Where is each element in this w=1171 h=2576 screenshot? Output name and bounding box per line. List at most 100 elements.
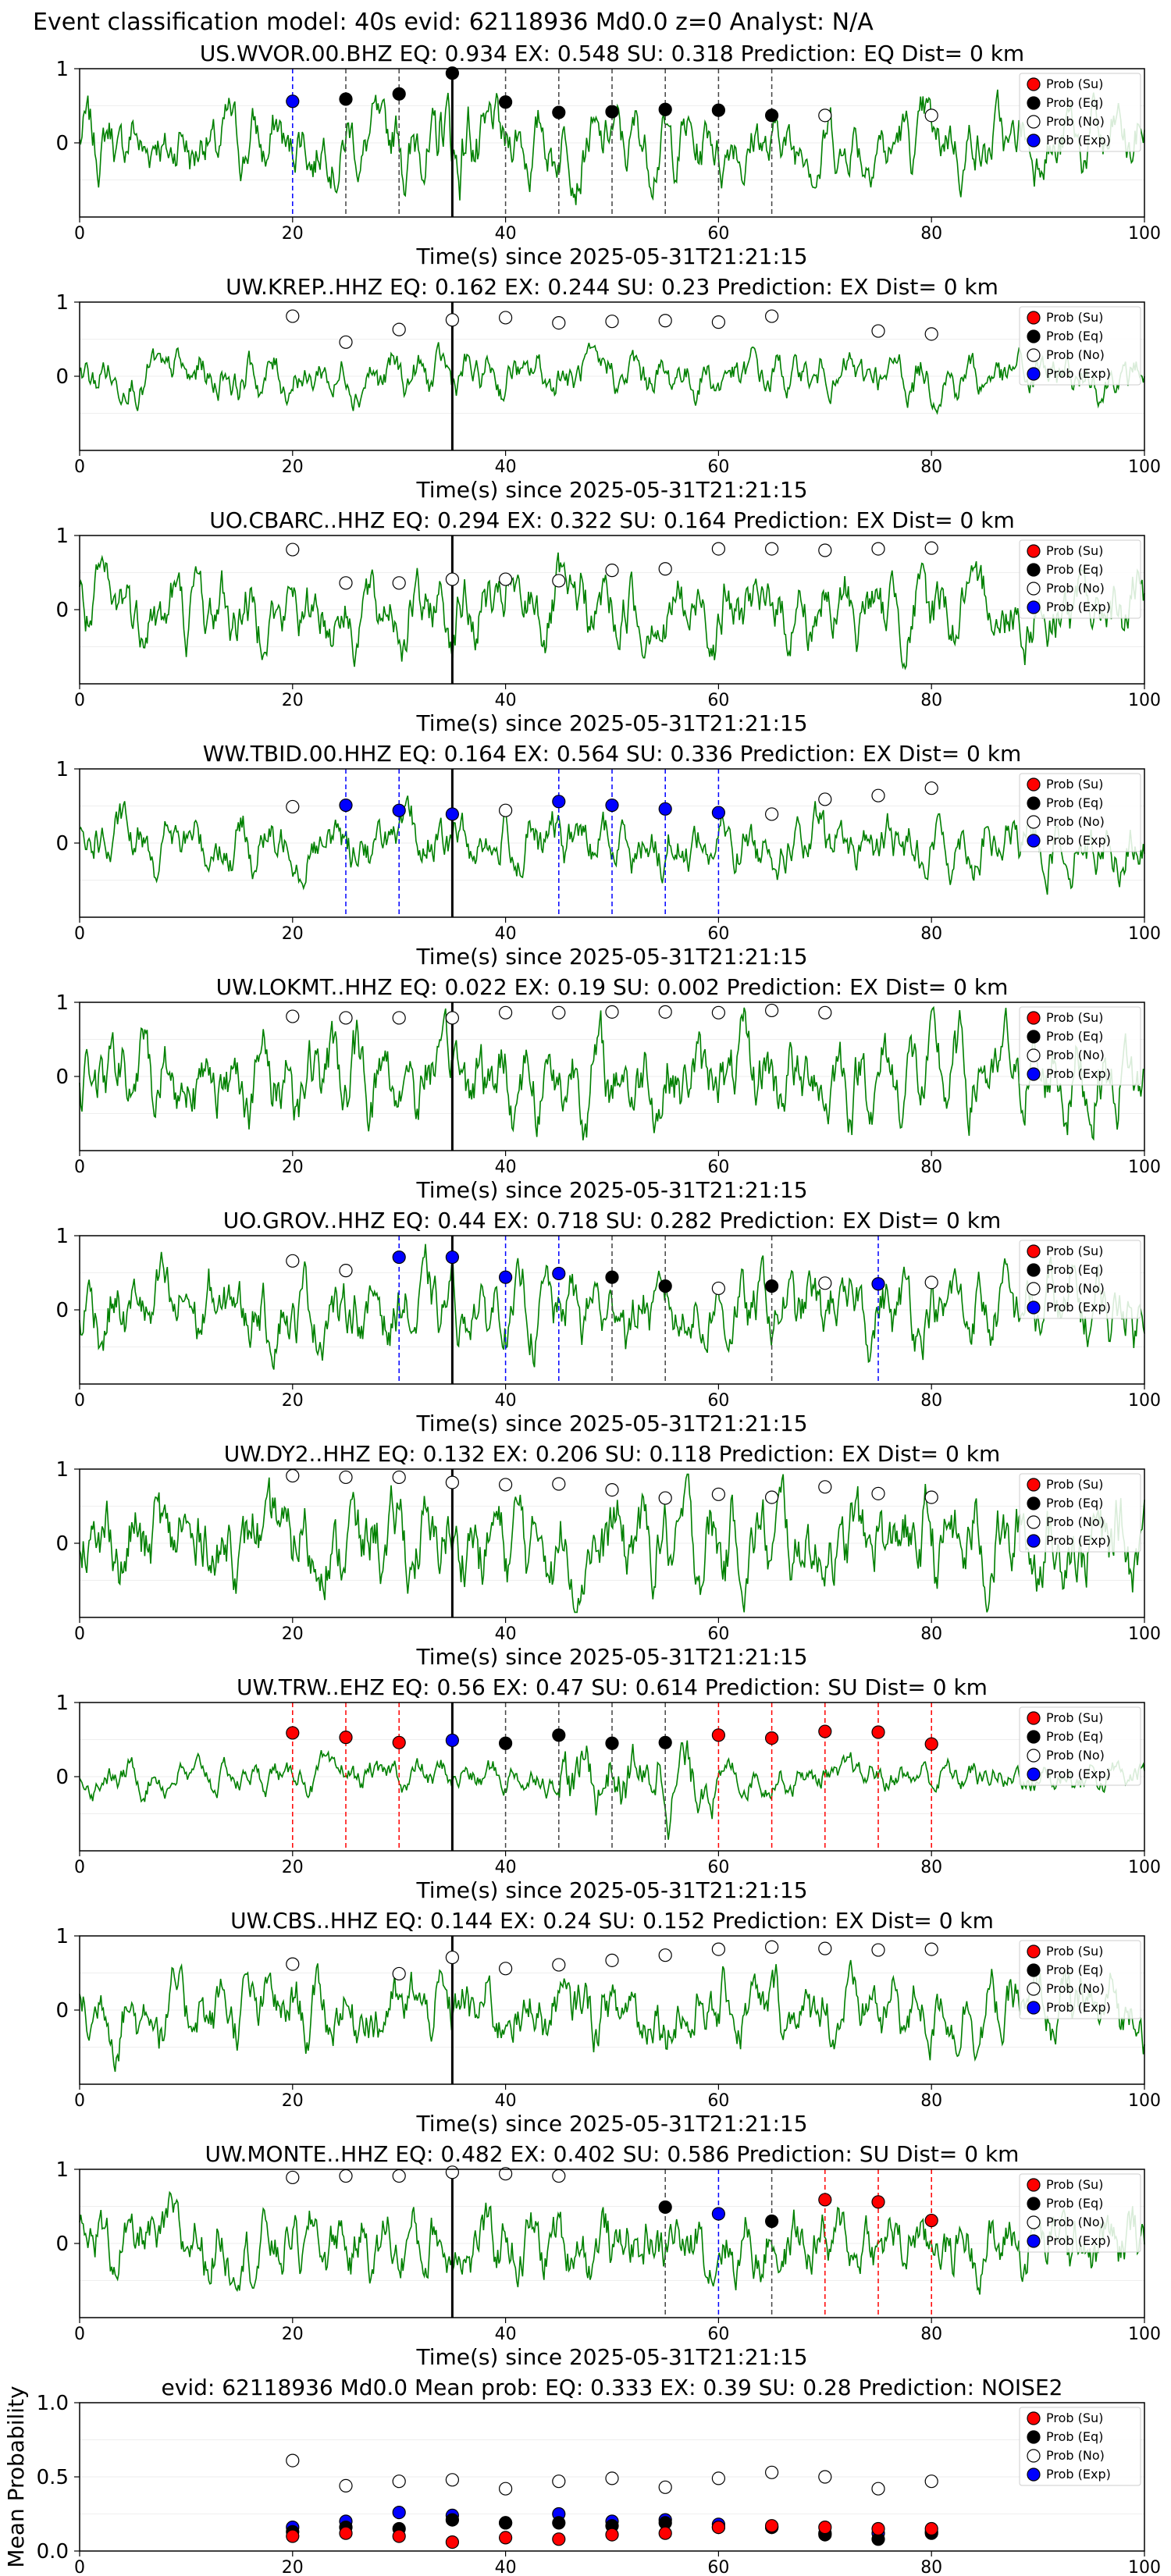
mean-marker-no: [658, 2480, 672, 2494]
legend-marker-no: [1027, 1749, 1041, 1763]
x-axis-label: Time(s) since 2025-05-31T21:21:15: [415, 477, 807, 503]
prob-marker-exp: [711, 806, 726, 820]
prob-marker-no: [605, 564, 619, 578]
legend-marker-exp: [1027, 1767, 1041, 1781]
x-tick-label: 100: [1128, 1858, 1161, 1877]
legend-label-su: Prob (Su): [1046, 777, 1103, 792]
prob-marker-no: [711, 542, 726, 556]
legend-label-exp: Prob (Exp): [1046, 600, 1111, 614]
panel-9: UW.CBS..HHZ EQ: 0.144 EX: 0.24 SU: 0.152…: [55, 1908, 1161, 2137]
legend-marker-no: [1027, 582, 1041, 596]
legend-label-no: Prob (No): [1046, 2448, 1105, 2463]
legend-marker-eq: [1027, 796, 1041, 810]
legend-marker-eq: [1027, 2197, 1041, 2211]
legend-label-exp: Prob (Exp): [1046, 133, 1111, 148]
prob-marker-no: [498, 311, 513, 325]
prob-marker-no: [286, 1468, 300, 1483]
prob-marker-exp: [445, 1250, 460, 1265]
prob-marker-no: [445, 1950, 460, 1965]
prob-marker-no: [924, 1942, 938, 1956]
panel-title: UW.MONTE..HHZ EQ: 0.482 EX: 0.402 SU: 0.…: [205, 2141, 1020, 2167]
legend-marker-su: [1027, 1244, 1041, 1258]
legend-label-su: Prob (Su): [1046, 543, 1103, 558]
plot-frame: [79, 768, 1145, 918]
prob-marker-no: [764, 542, 779, 556]
legend-label-su: Prob (Su): [1046, 1710, 1103, 1725]
prob-marker-su: [871, 2195, 885, 2209]
x-tick-label: 0: [74, 1391, 85, 1411]
x-tick-label: 60: [707, 924, 729, 944]
x-tick-label: 20: [282, 2558, 304, 2576]
prob-marker-no: [924, 781, 938, 795]
legend-label-exp: Prob (Exp): [1046, 2000, 1111, 2015]
x-tick-label: 0: [74, 691, 85, 710]
panel-title: UW.DY2..HHZ EQ: 0.132 EX: 0.206 SU: 0.11…: [224, 1441, 1001, 1467]
legend-label-su: Prob (Su): [1046, 310, 1103, 325]
prob-marker-exp: [286, 94, 300, 109]
legend-marker-exp: [1027, 133, 1041, 148]
legend-label-su: Prob (Su): [1046, 1477, 1103, 1492]
legend-label-eq: Prob (Eq): [1046, 1496, 1103, 1510]
plot-frame: [79, 535, 1145, 685]
legend-marker-su: [1027, 1944, 1041, 1959]
y-tick-label: 0: [55, 1532, 69, 1556]
y-tick-label: 1: [55, 1225, 69, 1248]
mean-marker-su: [658, 2526, 672, 2540]
y-tick-label: 0: [55, 2233, 69, 2256]
x-tick-label: 80: [920, 1391, 942, 1411]
y-tick-label: 0: [55, 1299, 69, 1322]
prob-marker-no: [871, 542, 885, 556]
x-tick-label: 80: [920, 224, 942, 244]
mean-marker-su: [498, 2531, 513, 2545]
legend-marker-su: [1027, 544, 1041, 558]
prob-marker-no: [764, 1940, 779, 1954]
legend-label-su: Prob (Su): [1046, 1944, 1103, 1959]
x-tick-label: 20: [282, 2325, 304, 2344]
legend-label-su: Prob (Su): [1046, 76, 1103, 91]
x-tick-label: 60: [707, 2091, 729, 2111]
panel-8: UW.TRW..EHZ EQ: 0.56 EX: 0.47 SU: 0.614 …: [55, 1674, 1161, 1903]
x-tick-label: 80: [920, 2325, 942, 2344]
prob-marker-no: [924, 541, 938, 555]
legend-marker-eq: [1027, 1030, 1041, 1044]
prob-marker-no: [711, 1005, 726, 1019]
mean-marker-no: [392, 2475, 406, 2489]
prob-marker-eq: [658, 1279, 672, 1293]
prob-marker-exp: [392, 803, 406, 817]
x-tick-label: 80: [920, 1624, 942, 1644]
mean-marker-no: [711, 2471, 726, 2485]
prob-marker-exp: [605, 798, 619, 813]
y-axis-label: Mean Probability: [3, 2386, 29, 2567]
prob-marker-no: [818, 1941, 832, 1955]
legend-label-no: Prob (No): [1046, 347, 1105, 362]
legend-label-exp: Prob (Exp): [1046, 2467, 1111, 2482]
prob-marker-eq: [498, 95, 513, 109]
plot-frame: [79, 2402, 1145, 2552]
waveform-trace: [79, 1244, 1145, 1370]
mean-marker-no: [818, 2470, 832, 2484]
legend-box: [1019, 539, 1141, 619]
x-tick-label: 60: [707, 224, 729, 244]
prob-marker-no: [605, 315, 619, 329]
prob-marker-no: [871, 1486, 885, 1500]
prob-marker-eq: [764, 2214, 779, 2229]
legend-marker-eq: [1027, 1730, 1041, 1744]
x-axis-label: Time(s) since 2025-05-31T21:21:15: [415, 1177, 807, 1203]
panel-6: UO.GROV..HHZ EQ: 0.44 EX: 0.718 SU: 0.28…: [55, 1208, 1161, 1436]
prob-marker-no: [871, 324, 885, 338]
prob-marker-eq: [339, 92, 353, 106]
mean-marker-no: [871, 2482, 885, 2496]
x-tick-label: 60: [707, 1624, 729, 1644]
prob-marker-no: [339, 1264, 353, 1278]
legend-label-exp: Prob (Exp): [1046, 366, 1111, 381]
mean-marker-eq: [552, 2516, 566, 2530]
plot-frame: [79, 301, 1145, 451]
legend-marker-exp: [1027, 2001, 1041, 2015]
x-tick-label: 20: [282, 1624, 304, 1644]
x-tick-label: 100: [1128, 2325, 1161, 2344]
prob-marker-no: [764, 1490, 779, 1504]
x-axis-label: Time(s) since 2025-05-31T21:21:15: [415, 1411, 807, 1436]
x-tick-label: 20: [282, 224, 304, 244]
x-tick-label: 40: [495, 2091, 517, 2111]
